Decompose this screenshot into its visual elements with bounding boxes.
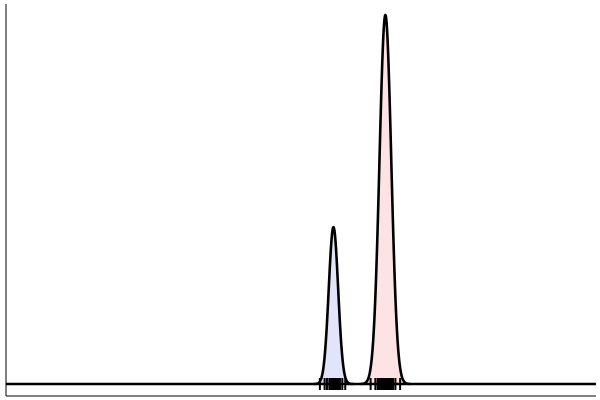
density-fills	[313, 15, 411, 384]
density-curve-2	[359, 13, 412, 386]
axes	[5, 4, 596, 397]
density-fill-2	[360, 15, 411, 384]
density-fill-1	[313, 227, 354, 384]
